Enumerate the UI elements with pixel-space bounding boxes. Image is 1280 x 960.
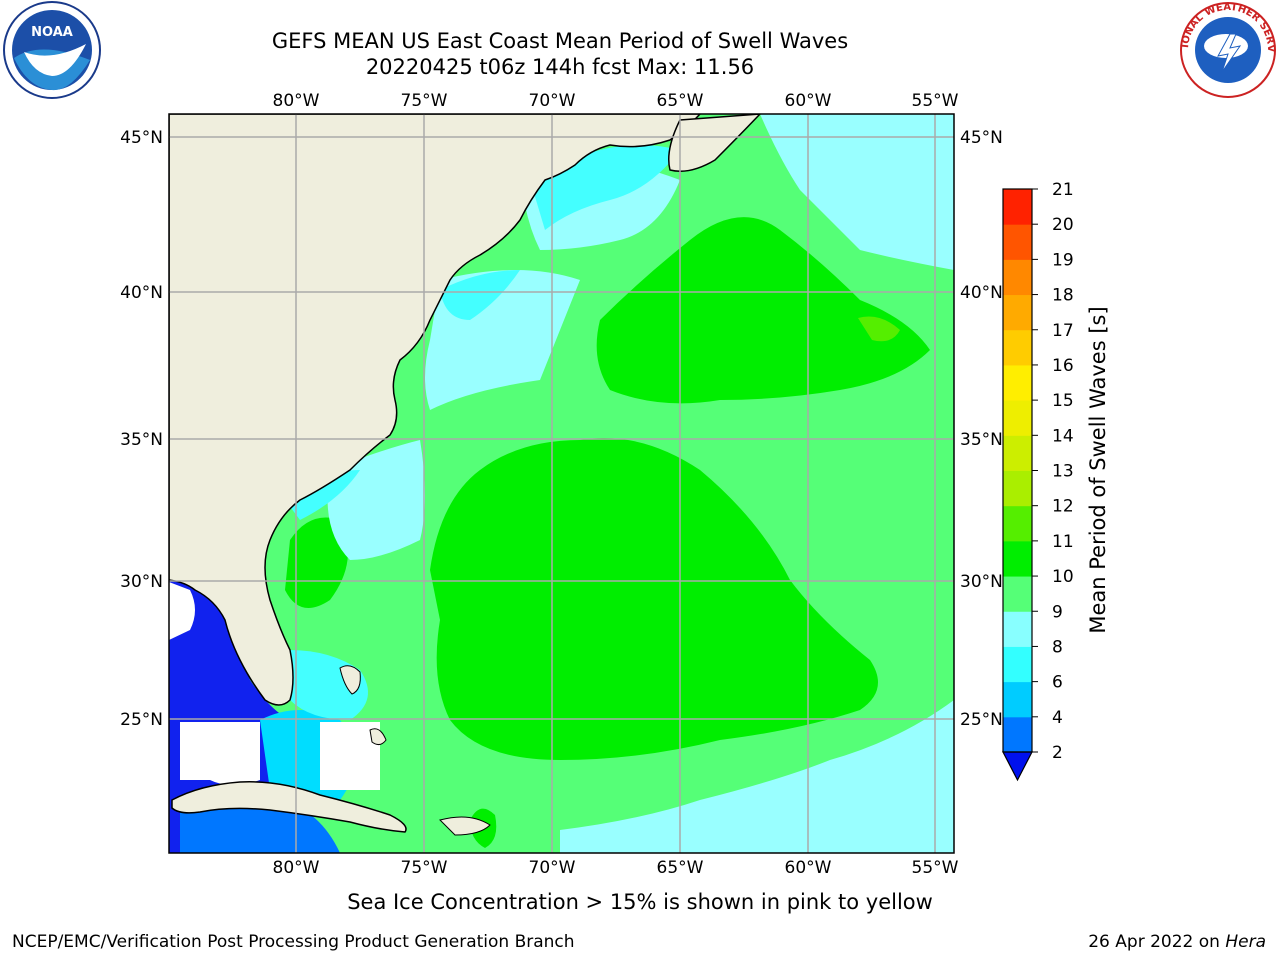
ocean-6-8-southeast [285, 470, 360, 520]
colorbar-tick-label: 10 [1052, 567, 1074, 587]
lat-tick-label: 40°N [120, 283, 163, 303]
land-bahamas [369, 728, 387, 746]
colorbar-segment [1003, 470, 1032, 507]
colorbar-segment [1003, 540, 1032, 577]
lat-tick-label: 25°N [960, 710, 1003, 730]
lon-tick-label: 65°W [657, 858, 704, 878]
lon-tick-label: 70°W [529, 91, 576, 111]
lon-tick-label: 70°W [529, 858, 576, 878]
lat-tick-label: 30°N [960, 572, 1003, 592]
lon-tick-label: 65°W [657, 91, 704, 111]
land-hispaniola [439, 816, 491, 836]
lat-tick-label: 30°N [120, 572, 163, 592]
lat-tick-label: 35°N [960, 430, 1003, 450]
graticule [169, 114, 954, 853]
noaa-logo: NOAA [3, 1, 101, 99]
ocean-8-9-coastal-2 [327, 440, 425, 560]
lon-tick-label: 60°W [785, 858, 832, 878]
nws-logo: NATIONAL WEATHER SERVICE [1176, 0, 1276, 98]
footer-branch: NCEP/EMC/Verification Post Processing Pr… [12, 932, 575, 952]
map-border [168, 113, 955, 854]
colorbar-segment [1003, 189, 1032, 225]
colorbar-segment [1003, 294, 1032, 331]
ocean-10-11-central [430, 438, 878, 760]
lon-tick-label: 60°W [785, 91, 832, 111]
lat-labels-left: 45°N 40°N 35°N 30°N 25°N [120, 128, 163, 730]
footer-date-text: 26 Apr 2022 on [1088, 932, 1226, 952]
chart-subtitle: 20220425 t06z 144h fcst Max: 11.56 [365, 55, 755, 79]
lon-tick-label: 55°W [912, 858, 959, 878]
colorbar-segment [1003, 716, 1032, 753]
ocean-6-8-midatlantic [440, 270, 520, 320]
land-nova-scotia [668, 114, 762, 172]
colorbar-tick-label: 4 [1052, 708, 1063, 728]
colorbar-segment [1003, 611, 1032, 647]
colorbar-segment [1003, 400, 1032, 436]
colorbar-tick-label: 15 [1052, 391, 1074, 411]
colorbar-segment [1003, 224, 1032, 260]
colorbar-extend [1002, 751, 1033, 782]
land-bahamas [339, 665, 361, 695]
colorbar-tick-label: 18 [1052, 286, 1074, 306]
colorbar-segment [1003, 576, 1032, 612]
lat-tick-label: 35°N [120, 430, 163, 450]
colorbar-segment [1003, 681, 1032, 718]
colorbar-tick-label: 2 [1052, 743, 1063, 763]
lon-tick-label: 55°W [912, 91, 959, 111]
map-plot-area [169, 114, 954, 853]
lat-tick-label: 40°N [960, 283, 1003, 303]
colorbar-tick-label: 20 [1052, 215, 1074, 235]
land-north-america [169, 114, 702, 706]
lat-labels-right: 45°N 40°N 35°N 30°N 25°N [960, 128, 1003, 730]
lon-tick-label: 80°W [273, 91, 320, 111]
colorbar-segment [1003, 435, 1032, 471]
nodata-area [320, 722, 380, 790]
colorbar-segment [1003, 259, 1032, 296]
lat-tick-label: 45°N [960, 128, 1003, 148]
lat-tick-label: 25°N [120, 710, 163, 730]
colorbar-tick-label: 13 [1052, 462, 1074, 482]
nodata-area [169, 582, 195, 640]
colorbar-label: Mean Period of Swell Waves [s] [1086, 306, 1110, 634]
lon-tick-label: 75°W [401, 91, 448, 111]
lon-labels-bottom: 80°W 75°W 70°W 65°W 60°W 55°W [273, 858, 959, 878]
land-cuba [171, 781, 407, 833]
ocean-8-9-south [560, 700, 954, 853]
colorbar-segment [1003, 505, 1032, 542]
ocean-10-11-blob [285, 517, 348, 608]
lon-tick-label: 75°W [401, 858, 448, 878]
colorbar-tick-label: 11 [1052, 532, 1074, 552]
nodata-area [180, 722, 260, 785]
footer-date: 26 Apr 2022 on Hera [1088, 932, 1266, 952]
colorbar-tick-label: 21 [1052, 180, 1074, 200]
colorbar-segment [1003, 646, 1032, 683]
colorbar-tick-label: 14 [1052, 426, 1074, 446]
svg-text:NOAA: NOAA [31, 25, 73, 40]
colorbar-tick-label: 19 [1052, 250, 1074, 270]
colorbar-tick-label: 6 [1052, 673, 1063, 693]
lat-tick-label: 45°N [120, 128, 163, 148]
ocean-11-12-patch [858, 316, 900, 342]
chart-title: GEFS MEAN US East Coast Mean Period of S… [271, 29, 849, 53]
colorbar-tick-label: 12 [1052, 497, 1074, 517]
colorbar: 2 4 6 8 9 10 11 12 13 14 15 16 17 18 19 20 21 [1002, 180, 1074, 782]
lon-labels-top: 80°W 75°W 70°W 65°W 60°W 55°W [273, 91, 959, 111]
colorbar-segment [1003, 364, 1032, 401]
sea-ice-caption: Sea Ice Concentration > 15% is shown in … [347, 890, 933, 914]
colorbar-tick-label: 9 [1052, 602, 1063, 622]
colorbar-tick-label: 17 [1052, 321, 1074, 341]
colorbar-tick-label: 8 [1052, 637, 1063, 657]
colorbar-segment [1003, 329, 1032, 366]
colorbar-tick-label: 16 [1052, 356, 1074, 376]
lon-tick-label: 80°W [273, 858, 320, 878]
footer-host: Hera [1225, 932, 1266, 952]
